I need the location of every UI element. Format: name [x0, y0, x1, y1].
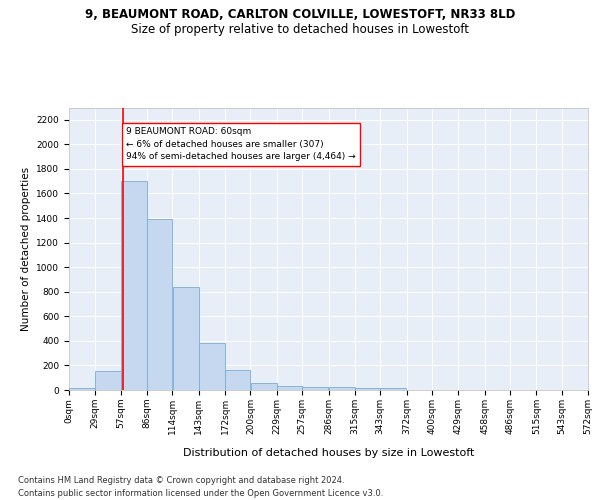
Text: Contains HM Land Registry data © Crown copyright and database right 2024.: Contains HM Land Registry data © Crown c… — [18, 476, 344, 485]
Y-axis label: Number of detached properties: Number of detached properties — [21, 166, 31, 331]
Bar — [225, 370, 250, 390]
Bar — [329, 386, 355, 390]
Text: 9, BEAUMONT ROAD, CARLTON COLVILLE, LOWESTOFT, NR33 8LD: 9, BEAUMONT ROAD, CARLTON COLVILLE, LOWE… — [85, 8, 515, 20]
Bar — [173, 288, 199, 390]
Text: Size of property relative to detached houses in Lowestoft: Size of property relative to detached ho… — [131, 22, 469, 36]
Text: Contains public sector information licensed under the Open Government Licence v3: Contains public sector information licen… — [18, 489, 383, 498]
Text: Distribution of detached houses by size in Lowestoft: Distribution of detached houses by size … — [183, 448, 475, 458]
Bar — [69, 388, 95, 390]
Bar — [251, 382, 277, 390]
Text: 9 BEAUMONT ROAD: 60sqm
← 6% of detached houses are smaller (307)
94% of semi-det: 9 BEAUMONT ROAD: 60sqm ← 6% of detached … — [126, 127, 356, 161]
Bar — [380, 388, 406, 390]
Bar — [147, 220, 172, 390]
Bar — [95, 371, 121, 390]
Bar — [302, 386, 328, 390]
Bar — [277, 386, 302, 390]
Bar — [355, 388, 380, 390]
Bar — [121, 181, 147, 390]
Bar — [199, 342, 225, 390]
